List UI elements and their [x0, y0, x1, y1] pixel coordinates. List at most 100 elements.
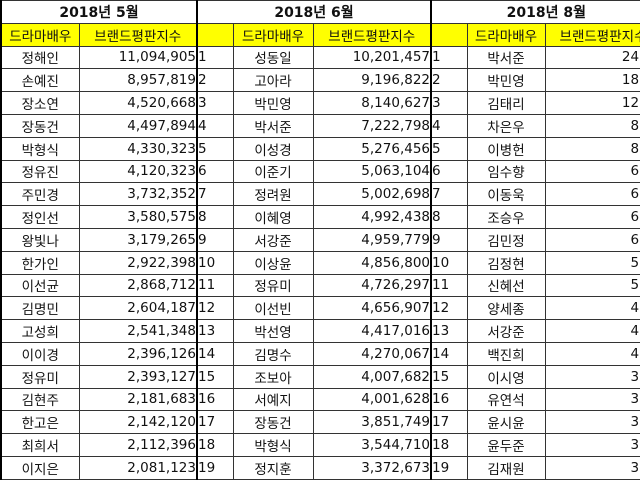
actor-name-cell: 정유진	[0, 159, 80, 184]
rank-cell: 7	[430, 182, 468, 207]
actor-name-cell: 이선균	[0, 273, 80, 298]
actor-name-cell: 정려원	[232, 182, 314, 207]
brand-index-cell: 2,541,348	[78, 319, 198, 343]
brand-index-cell: 3,732,352	[78, 182, 198, 207]
actor-name-cell: 고성희	[0, 319, 80, 343]
rank-cell: 5	[430, 136, 468, 161]
month-label: 2018년 5월	[0, 0, 198, 24]
actor-name-cell: 이지은	[0, 455, 80, 480]
brand-index-cell: 3,580,575	[78, 205, 198, 229]
rank-cell: 15	[196, 364, 234, 389]
brand-index-cell: 18,16	[544, 68, 640, 93]
rank-cell: 17	[196, 410, 234, 435]
rank-cell: 12	[196, 296, 234, 321]
brand-index-cell: 2,604,187	[78, 296, 198, 321]
brand-index-cell: 4,959,779	[312, 227, 432, 252]
rank-cell: 19	[430, 455, 468, 480]
rank-cell: 19	[196, 455, 234, 480]
column-header-index: 브랜드평판지수	[312, 22, 432, 47]
column-header-rank	[430, 22, 468, 47]
brand-index-cell: 3,78	[544, 410, 640, 435]
actor-name-cell: 정유미	[0, 364, 80, 389]
actor-name-cell: 김태리	[466, 91, 546, 115]
actor-name-cell: 고아라	[232, 68, 314, 93]
actor-name-cell: 신혜선	[466, 273, 546, 298]
actor-name-cell: 백진희	[466, 341, 546, 366]
actor-name-cell: 조보아	[232, 364, 314, 389]
brand-index-cell: 5,276,456	[312, 136, 432, 161]
actor-name-cell: 박형식	[0, 136, 80, 161]
actor-name-cell: 한가인	[0, 250, 80, 275]
column-header-actor: 드라마배우	[232, 22, 314, 47]
rank-cell: 14	[196, 341, 234, 366]
brand-index-cell: 8,30	[544, 113, 640, 138]
actor-name-cell: 김명수	[232, 341, 314, 366]
actor-name-cell: 차은우	[466, 113, 546, 138]
actor-name-cell: 장동건	[0, 113, 80, 138]
brand-index-cell: 2,112,396	[78, 433, 198, 457]
actor-name-cell: 이이경	[0, 341, 80, 366]
rank-cell: 8	[196, 205, 234, 229]
brand-index-cell: 4,45	[544, 296, 640, 321]
brand-index-cell: 4,656,907	[312, 296, 432, 321]
rank-cell: 18	[430, 433, 468, 457]
actor-name-cell: 정지훈	[232, 455, 314, 480]
column-header-actor: 드라마배우	[466, 22, 546, 47]
brand-index-cell: 4,856,800	[312, 250, 432, 275]
rank-cell: 4	[430, 113, 468, 138]
rank-cell: 11	[430, 273, 468, 298]
rank-cell: 8	[430, 205, 468, 229]
brand-index-cell: 8,09	[544, 136, 640, 161]
actor-name-cell: 이병헌	[466, 136, 546, 161]
actor-name-cell: 박선영	[232, 319, 314, 343]
rank-cell: 17	[430, 410, 468, 435]
rank-cell: 10	[196, 250, 234, 275]
brand-index-cell: 4,007,682	[312, 364, 432, 389]
brand-index-cell: 2,181,683	[78, 387, 198, 412]
brand-index-cell: 4,726,297	[312, 273, 432, 298]
actor-name-cell: 조승우	[466, 205, 546, 229]
actor-name-cell: 정유미	[232, 273, 314, 298]
actor-name-cell: 윤시윤	[466, 410, 546, 435]
rank-cell: 2	[196, 68, 234, 93]
brand-index-cell: 2,393,127	[78, 364, 198, 389]
actor-name-cell: 손예진	[0, 68, 80, 93]
rank-cell: 11	[196, 273, 234, 298]
brand-index-cell: 4,03	[544, 341, 640, 366]
brand-index-cell: 2,142,120	[78, 410, 198, 435]
actor-name-cell: 이준기	[232, 159, 314, 184]
brand-index-cell: 6,11	[544, 227, 640, 252]
column-header-index: 브랜드평판지수	[78, 22, 198, 47]
actor-name-cell: 김재원	[466, 455, 546, 480]
rank-cell: 16	[196, 387, 234, 412]
actor-name-cell: 정인선	[0, 205, 80, 229]
brand-index-cell: 3,544,710	[312, 433, 432, 457]
brand-index-cell: 3,372,673	[312, 455, 432, 480]
column-header-index: 브랜드평판지수	[544, 22, 640, 47]
brand-index-cell: 5,07	[544, 273, 640, 298]
actor-name-cell: 최희서	[0, 433, 80, 457]
actor-name-cell: 주민경	[0, 182, 80, 207]
brand-index-cell: 2,922,398	[78, 250, 198, 275]
brand-index-cell: 11,094,905	[78, 45, 198, 70]
actor-name-cell: 장동건	[232, 410, 314, 435]
month-label: 2018년 6월	[195, 0, 432, 24]
actor-name-cell: 이혜영	[232, 205, 314, 229]
rank-cell: 3	[430, 91, 468, 115]
actor-name-cell: 박민영	[466, 68, 546, 93]
actor-name-cell: 서예지	[232, 387, 314, 412]
month-header-row: 2018년 5월 2018년 6월 2018년 8월	[0, 0, 640, 24]
actor-name-cell: 윤두준	[466, 433, 546, 457]
